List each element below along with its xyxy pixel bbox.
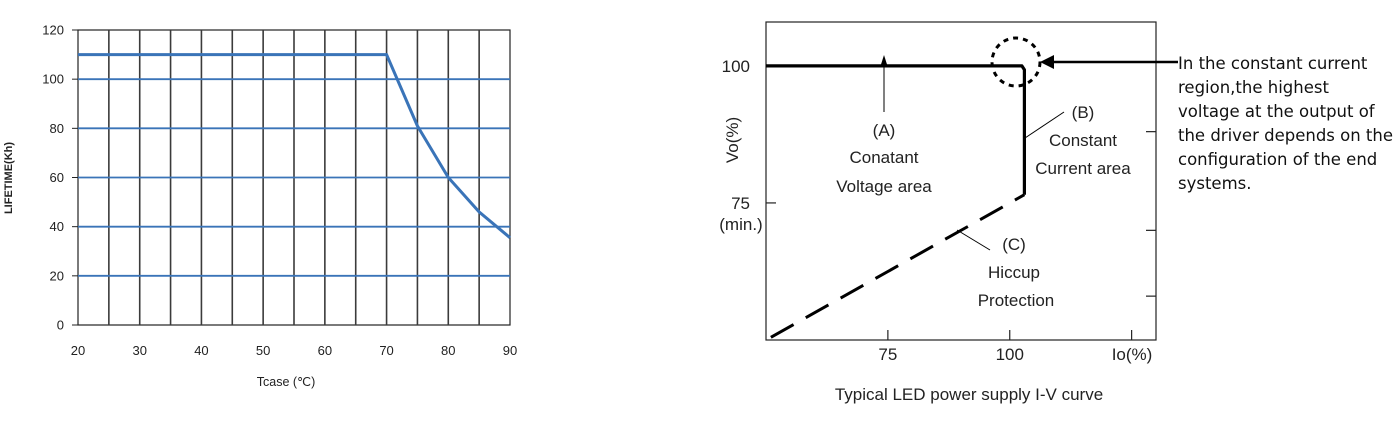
highlight-circle xyxy=(990,36,1042,88)
note-arrowhead xyxy=(1040,55,1054,69)
y-tick-label: 20 xyxy=(50,268,64,283)
annotation-c-pointer xyxy=(956,229,991,251)
iv-x-tick-label: 75 xyxy=(878,345,897,364)
y-tick-label: 60 xyxy=(50,170,64,185)
annotation-c-line-3: Protection xyxy=(978,291,1055,310)
hiccup-protection-curve xyxy=(770,193,1026,339)
y-tick-label: 40 xyxy=(50,219,64,234)
annotation-c-line-1: (C) xyxy=(1002,235,1026,254)
annotation-c-line-2: Hiccup xyxy=(988,263,1040,282)
lifetime-curve xyxy=(78,53,511,239)
annotation-b-line-2: Constant xyxy=(1049,131,1117,150)
iv-y-axis-label: Vo(%) xyxy=(723,117,742,163)
lifetime-y-axis-label: LIFETIME(Kh) xyxy=(3,142,15,214)
lifetime-chart: 0 20 40 60 80 100 120 20 30 40 50 60 70 80 90 Tcase (℃… xyxy=(3,23,517,390)
iv-y-tick-sub-label: (min.) xyxy=(719,215,762,234)
y-tick-label: 0 xyxy=(57,318,64,333)
iv-plot-frame xyxy=(765,21,1157,341)
x-tick-label: 30 xyxy=(132,343,146,358)
x-tick-label: 60 xyxy=(318,343,332,358)
constant-current-note: In the constant current region,the highe… xyxy=(1178,54,1394,193)
iv-x-axis-label: Io(%) xyxy=(1112,345,1153,364)
iv-y-tick-label: 100 xyxy=(722,57,750,76)
x-tick-label: 40 xyxy=(194,343,208,358)
y-tick-label: 120 xyxy=(42,23,64,38)
x-tick-label: 80 xyxy=(441,343,455,358)
annotation-a-arrowhead xyxy=(880,55,888,66)
annotation-b-pointer xyxy=(1024,111,1065,139)
annotation-b-line-3: Current area xyxy=(1035,159,1131,178)
annotation-b-line-1: (B) xyxy=(1072,103,1095,122)
iv-chart-title: Typical LED power supply I-V curve xyxy=(835,385,1103,404)
annotation-a-line-3: Voltage area xyxy=(836,177,932,196)
x-tick-label: 50 xyxy=(256,343,270,358)
annotation-a-line-2: Conatant xyxy=(850,148,919,167)
annotation-a-line-1: (A) xyxy=(873,121,896,140)
x-tick-label: 70 xyxy=(379,343,393,358)
lifetime-x-axis-label: Tcase (℃) xyxy=(257,375,316,389)
y-tick-label: 80 xyxy=(50,121,64,136)
constant-voltage-current-curve xyxy=(766,64,1026,195)
iv-y-tick-label: 75 xyxy=(731,194,750,213)
y-tick-label: 100 xyxy=(42,72,64,87)
x-tick-label: 90 xyxy=(503,343,517,358)
x-tick-label: 20 xyxy=(71,343,85,358)
iv-x-tick-label: 100 xyxy=(996,345,1024,364)
